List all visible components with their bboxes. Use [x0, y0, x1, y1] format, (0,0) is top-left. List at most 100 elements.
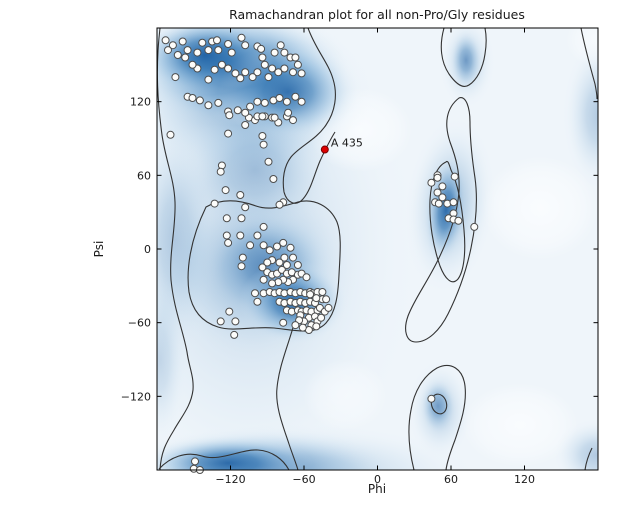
scatter-point [237, 214, 246, 223]
scatter-point [258, 132, 267, 140]
scatter-point [297, 69, 306, 78]
scatter-point [237, 33, 246, 42]
scatter-point [241, 41, 250, 50]
scatter-point [317, 313, 326, 322]
scatter-point [233, 106, 242, 115]
scatter-point [253, 97, 262, 106]
scatter-point [227, 48, 236, 57]
scatter-point [274, 68, 283, 77]
scatter-point [450, 172, 459, 181]
scatter-point [284, 108, 293, 117]
scatter-point [224, 238, 233, 247]
scatter-point [260, 60, 269, 69]
scatter-point [204, 75, 213, 84]
scatter-point [181, 53, 190, 62]
scatter-point [263, 258, 272, 267]
scatter-point [427, 394, 436, 403]
scatter-point [312, 322, 321, 331]
scatter-point [168, 41, 177, 50]
scatter-point [260, 98, 269, 107]
contour-lines [157, 28, 598, 470]
scatter-point [312, 294, 321, 303]
scatter-point [246, 241, 255, 250]
scatter-point [438, 193, 447, 202]
scatter-point [204, 46, 213, 55]
scatter-point [279, 318, 288, 327]
scatter-point [224, 64, 233, 73]
highlight-point [320, 145, 329, 154]
scatter-point [282, 261, 291, 269]
scatter-point [225, 111, 234, 120]
highlight-label: A 435 [331, 137, 363, 150]
scatter-point [259, 275, 268, 284]
scatter-point [230, 330, 239, 339]
scatter-point [280, 253, 289, 262]
scatter-point [259, 140, 268, 149]
scatter-point [293, 60, 302, 69]
scatter-point [237, 262, 246, 271]
scatter-point [224, 40, 233, 48]
scatter-point [241, 68, 250, 77]
scatter-point [231, 317, 240, 326]
scatter-point [236, 74, 245, 83]
x-tick-label: −60 [292, 473, 315, 486]
scatter-point [238, 253, 247, 262]
scatter-point [433, 173, 442, 182]
scatter-point [264, 73, 273, 82]
scatter-point [198, 38, 207, 47]
scatter-point [324, 303, 333, 312]
scatter-point [454, 216, 463, 225]
scatter-point [270, 48, 279, 57]
axis-ticks [157, 28, 598, 470]
scatter-point [302, 273, 311, 282]
scatter-point [216, 167, 225, 176]
scatter-point [173, 51, 182, 59]
x-tick-label: 60 [444, 473, 458, 486]
y-tick-label: 120 [130, 96, 151, 109]
scatter-point [193, 48, 202, 57]
scatter-point [291, 92, 300, 101]
x-tick-label: −120 [215, 473, 245, 486]
scatter-point [241, 108, 250, 117]
scatter-point [236, 191, 245, 199]
scatter-point [222, 231, 231, 240]
scatter-points [161, 33, 479, 474]
scatter-point [195, 96, 204, 105]
scatter-point [293, 261, 302, 269]
scatter-point [470, 222, 479, 231]
scatter-point [433, 188, 442, 197]
scatter-point [265, 246, 274, 255]
scatter-point [241, 121, 250, 129]
scatter-point [306, 290, 315, 299]
scatter-point [289, 68, 297, 77]
scatter-point [246, 102, 255, 111]
scatter-point [289, 116, 297, 125]
scatter-point [438, 182, 447, 191]
scatter-point [318, 288, 327, 296]
scatter-point [216, 317, 225, 326]
scatter-point [273, 242, 281, 251]
scatter-point [268, 64, 277, 73]
scatter-point [427, 178, 436, 187]
scatter-point [217, 60, 226, 69]
scatter-point [241, 203, 250, 212]
scatter-point [280, 64, 289, 73]
scatter-point [253, 297, 262, 306]
y-tick-label: −60 [128, 317, 151, 330]
scatter-point [164, 46, 172, 55]
scatter-point [298, 323, 307, 332]
scatter-point [178, 37, 187, 46]
scatter-point [166, 130, 175, 139]
scatter-point [183, 46, 192, 55]
scatter-point [279, 238, 288, 247]
scatter-point [434, 199, 443, 208]
scatter-point [253, 68, 262, 77]
scatter-point [221, 186, 230, 195]
scatter-point [257, 44, 266, 53]
scatter-point [291, 321, 300, 330]
y-axis-label: Psi [92, 241, 106, 258]
scatter-point [210, 65, 219, 74]
x-tick-label: 0 [374, 473, 381, 486]
x-tick-label: 120 [514, 473, 535, 486]
